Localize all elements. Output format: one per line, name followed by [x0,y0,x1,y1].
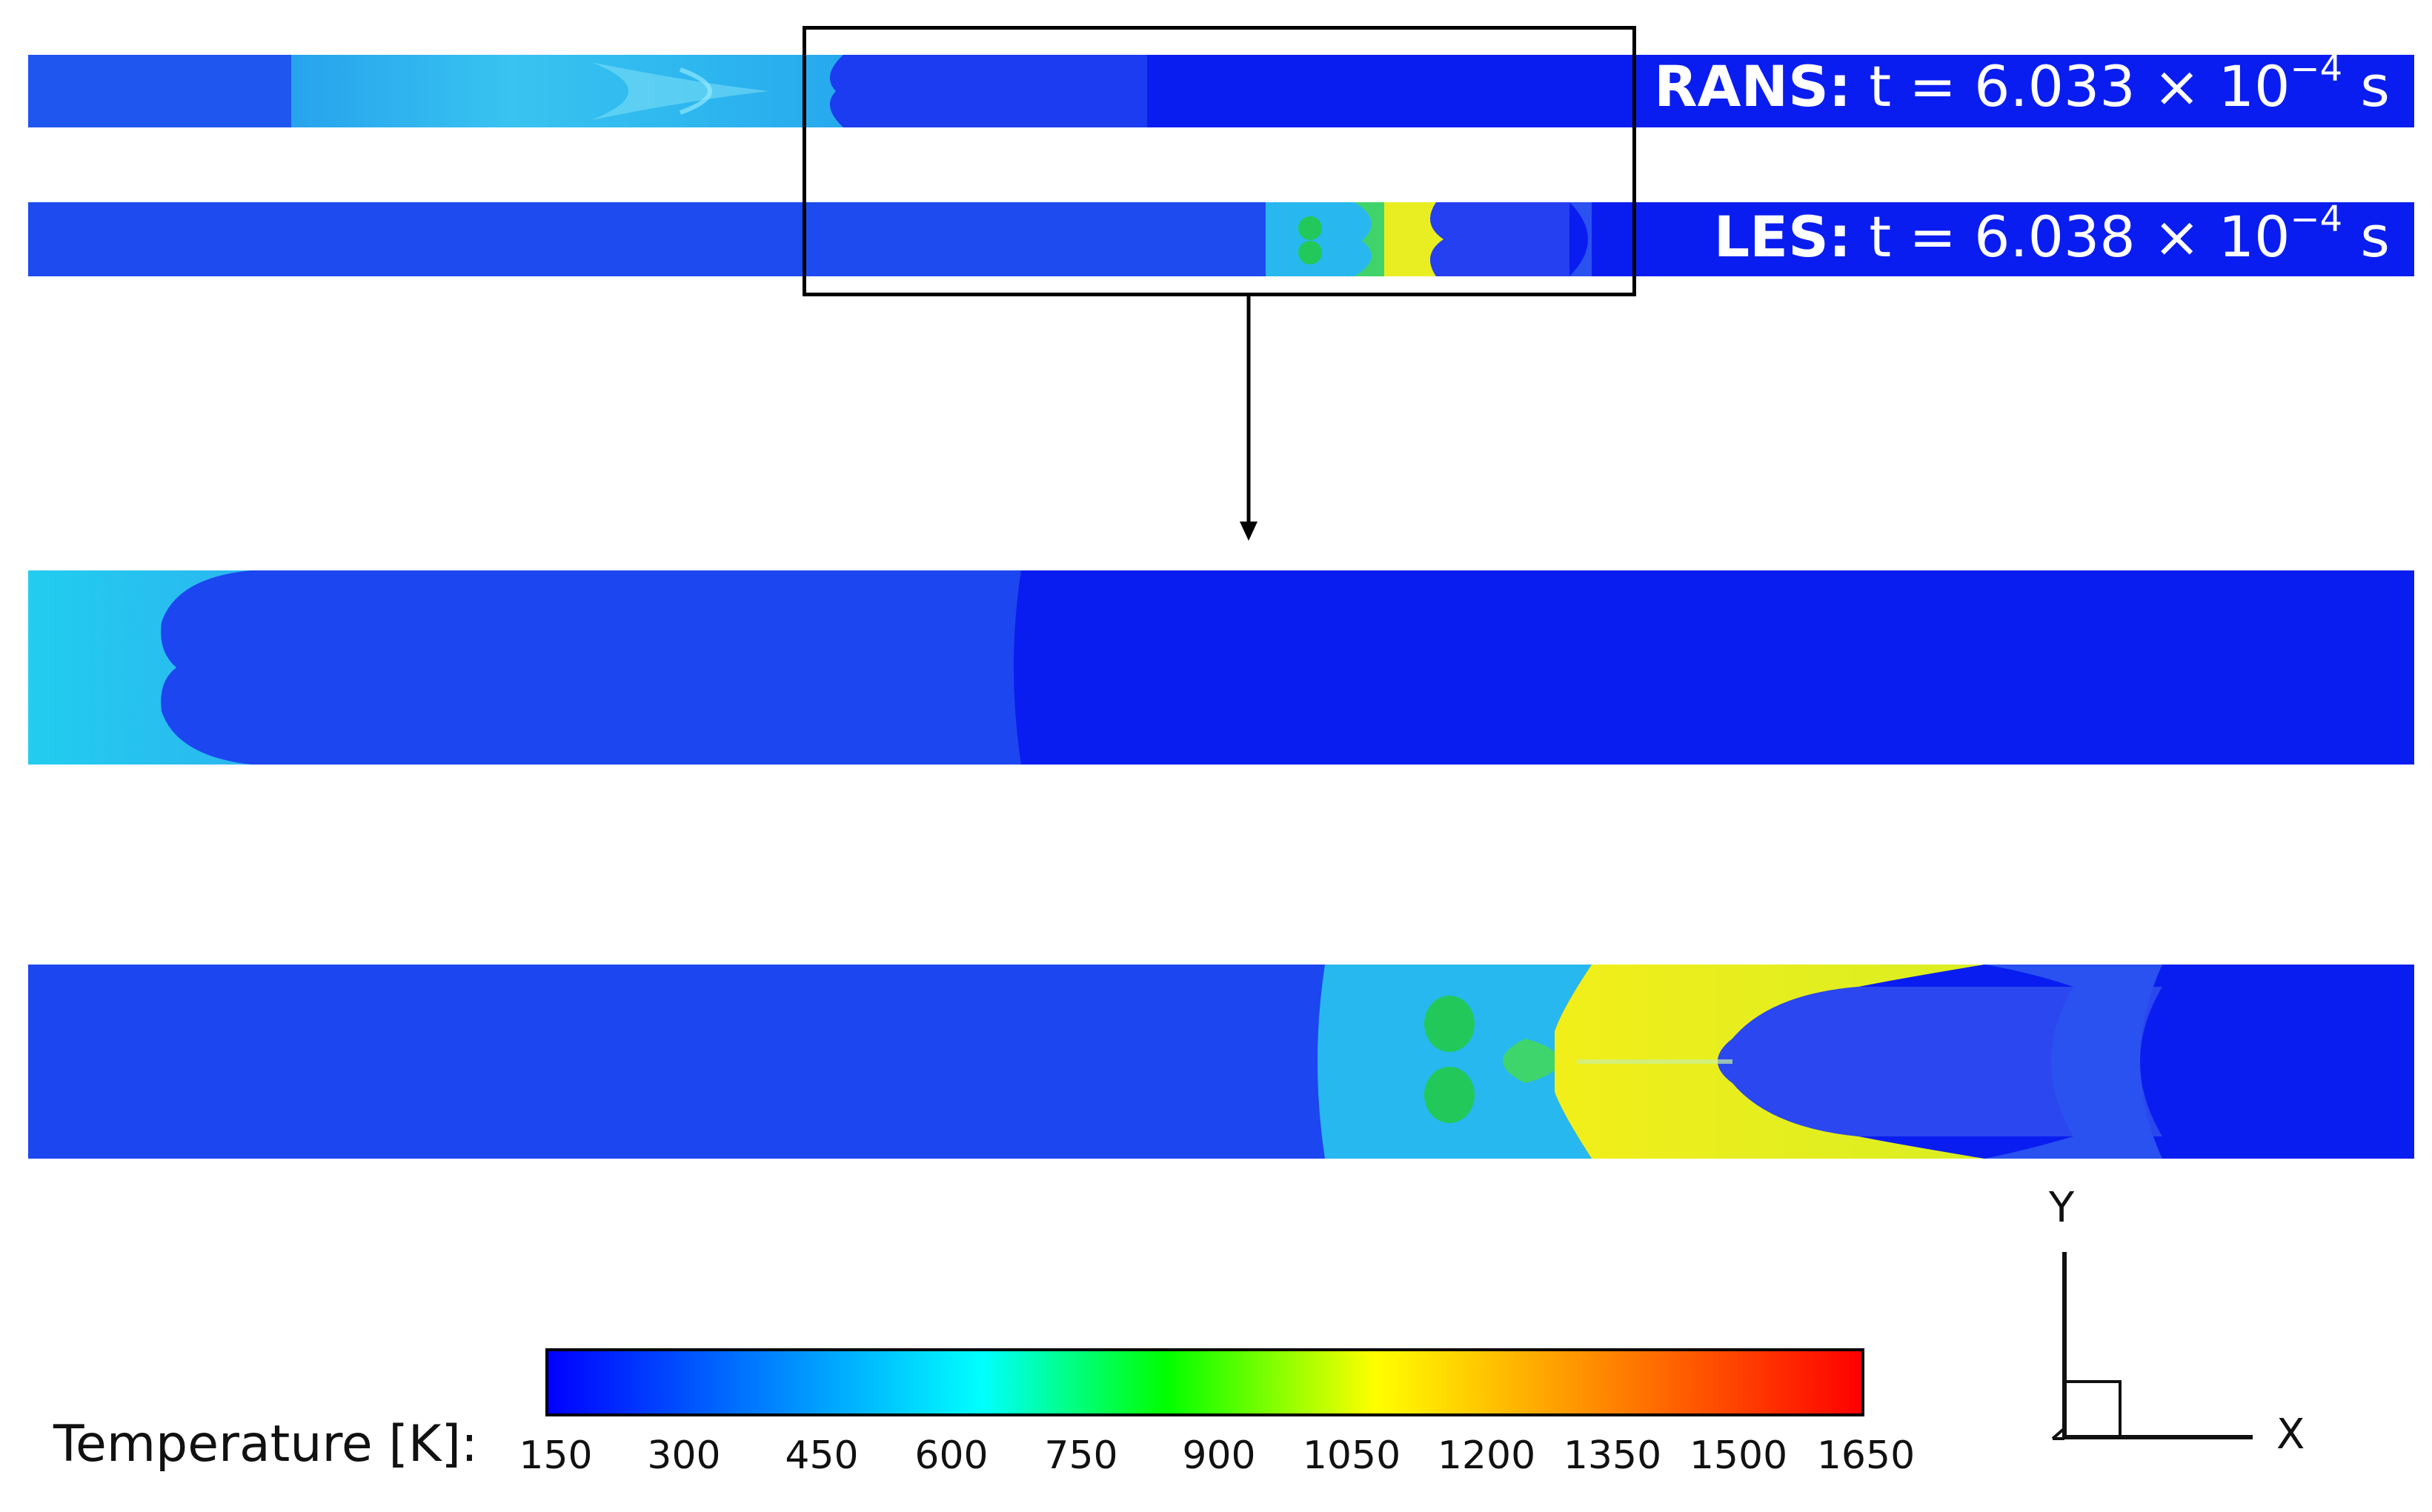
temperature-colorbar [545,1348,1864,1416]
colorbar-tick: 900 [1182,1433,1256,1478]
rans-field-image [28,55,2414,127]
colorbar-tick: 600 [914,1433,989,1478]
rans-temperature-field [28,55,2414,127]
les-zoomed-image [28,965,2414,1159]
colorbar-tick: 750 [1044,1433,1118,1478]
colorbar-tick: 1350 [1563,1433,1662,1478]
colorbar-tick: 150 [519,1433,593,1478]
colorbar-title: Temperature [K]: [53,1415,478,1473]
les-method-label: LES: [1713,204,1852,270]
rans-zoomed-field [28,570,2414,765]
colorbar-tick: 1500 [1689,1433,1788,1478]
rans-method-label: RANS: [1654,53,1852,119]
zoom-arrow [1240,295,1257,541]
axis-triad-icon [2051,1252,2253,1440]
colorbar-tick: 450 [785,1433,859,1478]
colorbar-tick: 1050 [1302,1433,1401,1478]
y-axis-label: Y [2049,1184,2075,1232]
rans-time-value: t = 6.033 × 10 [1869,53,2290,119]
les-time-label: LES: t = 6.038 × 10−4 s [1713,202,2390,270]
colorbar-tick: 1650 [1816,1433,1916,1478]
rans-time-label: RANS: t = 6.033 × 10−4 s [1654,51,2390,119]
les-time-unit: s [2360,204,2390,270]
rans-zoomed-image [28,570,2414,765]
colorbar-tick: 1200 [1437,1433,1536,1478]
les-field-image [28,202,2414,276]
les-zoomed-field [28,965,2414,1159]
les-time-value: t = 6.038 × 10 [1869,204,2290,270]
rans-time-unit: s [2360,53,2390,119]
zoom-region-box [803,26,1636,296]
rans-time-exponent: −4 [2290,48,2343,90]
les-time-exponent: −4 [2290,199,2343,240]
les-temperature-field [28,202,2414,276]
x-axis-label: X [2276,1411,2305,1459]
colorbar-tick: 300 [647,1433,721,1478]
